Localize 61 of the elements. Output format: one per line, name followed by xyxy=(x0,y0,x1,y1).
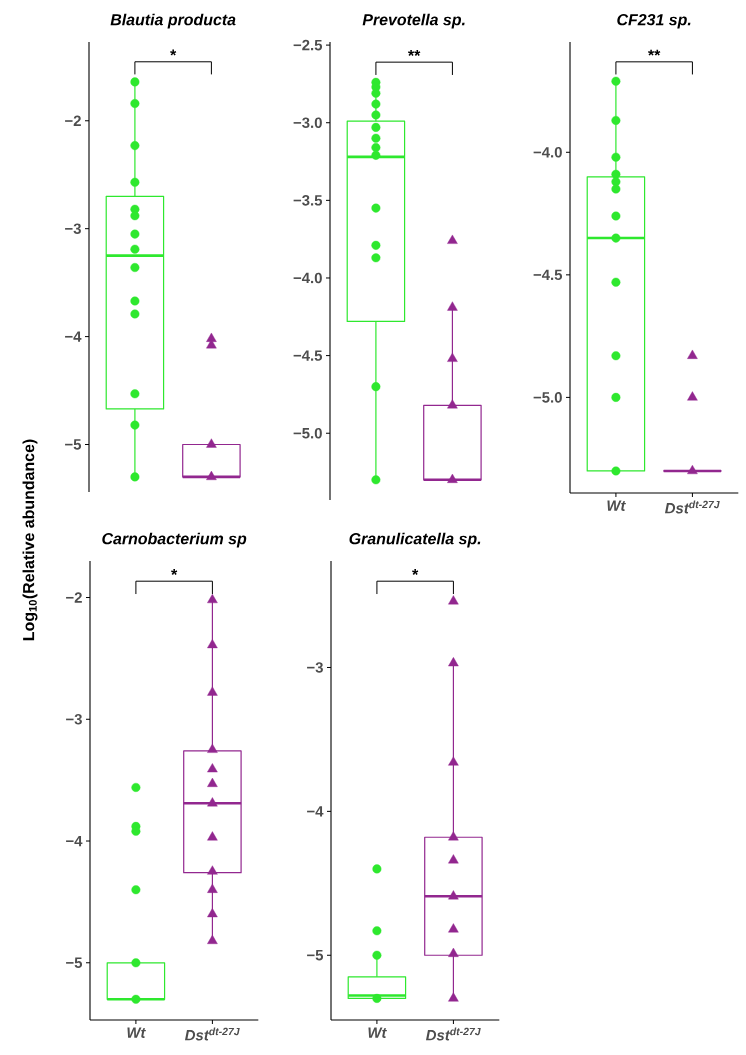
y-tick-label: −3 xyxy=(307,662,323,673)
annotation: ** xyxy=(648,49,661,56)
chart-title: CF231 sp. xyxy=(617,14,691,29)
point xyxy=(130,77,140,87)
point xyxy=(130,141,140,151)
point xyxy=(371,253,381,263)
point xyxy=(371,133,381,143)
y-tick-label: −3 xyxy=(65,223,81,234)
annotation: ** xyxy=(408,49,421,56)
annotation: * xyxy=(412,569,419,575)
point xyxy=(371,240,381,250)
x-tick-label: Wt xyxy=(127,1027,146,1038)
point xyxy=(130,211,140,221)
chart-title: Blautia producta xyxy=(110,13,236,29)
y-tick-label: −4.0 xyxy=(533,147,562,158)
y-tick-label: −2 xyxy=(65,115,81,126)
y-tick-label: −4.5 xyxy=(293,350,323,361)
point xyxy=(130,420,140,430)
point xyxy=(371,99,381,109)
y-tick-label: −3.0 xyxy=(293,117,322,129)
point xyxy=(130,229,140,239)
y-tick-label: −5 xyxy=(65,439,82,450)
y-tick-label: −4.5 xyxy=(533,269,563,281)
y-tick-label: −4 xyxy=(66,835,83,847)
point xyxy=(130,296,140,306)
point xyxy=(130,389,140,399)
y-tick-label: −3.5 xyxy=(293,195,323,206)
point xyxy=(371,110,381,120)
point xyxy=(371,475,381,485)
point xyxy=(130,244,140,254)
point xyxy=(371,150,381,160)
y-tick-label: −3 xyxy=(66,713,82,725)
chart-title: Carnobacterium sp xyxy=(102,532,247,548)
x-tick-label: Dst$^{dt-27J}$ xyxy=(664,500,720,514)
chart-title: Granulicatella sp. xyxy=(349,532,481,548)
annotation: * xyxy=(170,49,177,56)
point xyxy=(371,203,381,213)
y-tick-label: −2.5 xyxy=(293,39,323,51)
y-tick-label: −5 xyxy=(66,957,83,968)
y-axis-title: Log$_{10}$(Relative abundance) xyxy=(22,439,38,641)
x-tick-label: Wt xyxy=(368,1027,387,1038)
point xyxy=(130,177,140,187)
y-tick-label: −4 xyxy=(65,331,82,342)
annotation: * xyxy=(171,569,178,575)
point xyxy=(130,263,140,273)
x-tick-label: Dst$^{dt-27J}$ xyxy=(425,1027,481,1041)
point xyxy=(371,122,381,132)
point xyxy=(130,472,140,482)
y-tick-label: −4.0 xyxy=(293,272,322,284)
point xyxy=(371,382,381,392)
y-tick-label: −5.0 xyxy=(293,427,322,439)
x-tick-label: Wt xyxy=(607,500,626,511)
y-tick-label: −5.0 xyxy=(533,392,562,403)
y-tick-label: −2 xyxy=(66,592,82,603)
x-tick-label: Dst$^{dt-27J}$ xyxy=(184,1027,240,1041)
point xyxy=(130,99,140,108)
chart-title: Prevotella sp. xyxy=(362,13,465,29)
point xyxy=(371,143,381,153)
point xyxy=(130,309,140,319)
y-tick-label: −5 xyxy=(307,950,324,961)
y-tick-label: −4 xyxy=(307,806,324,817)
